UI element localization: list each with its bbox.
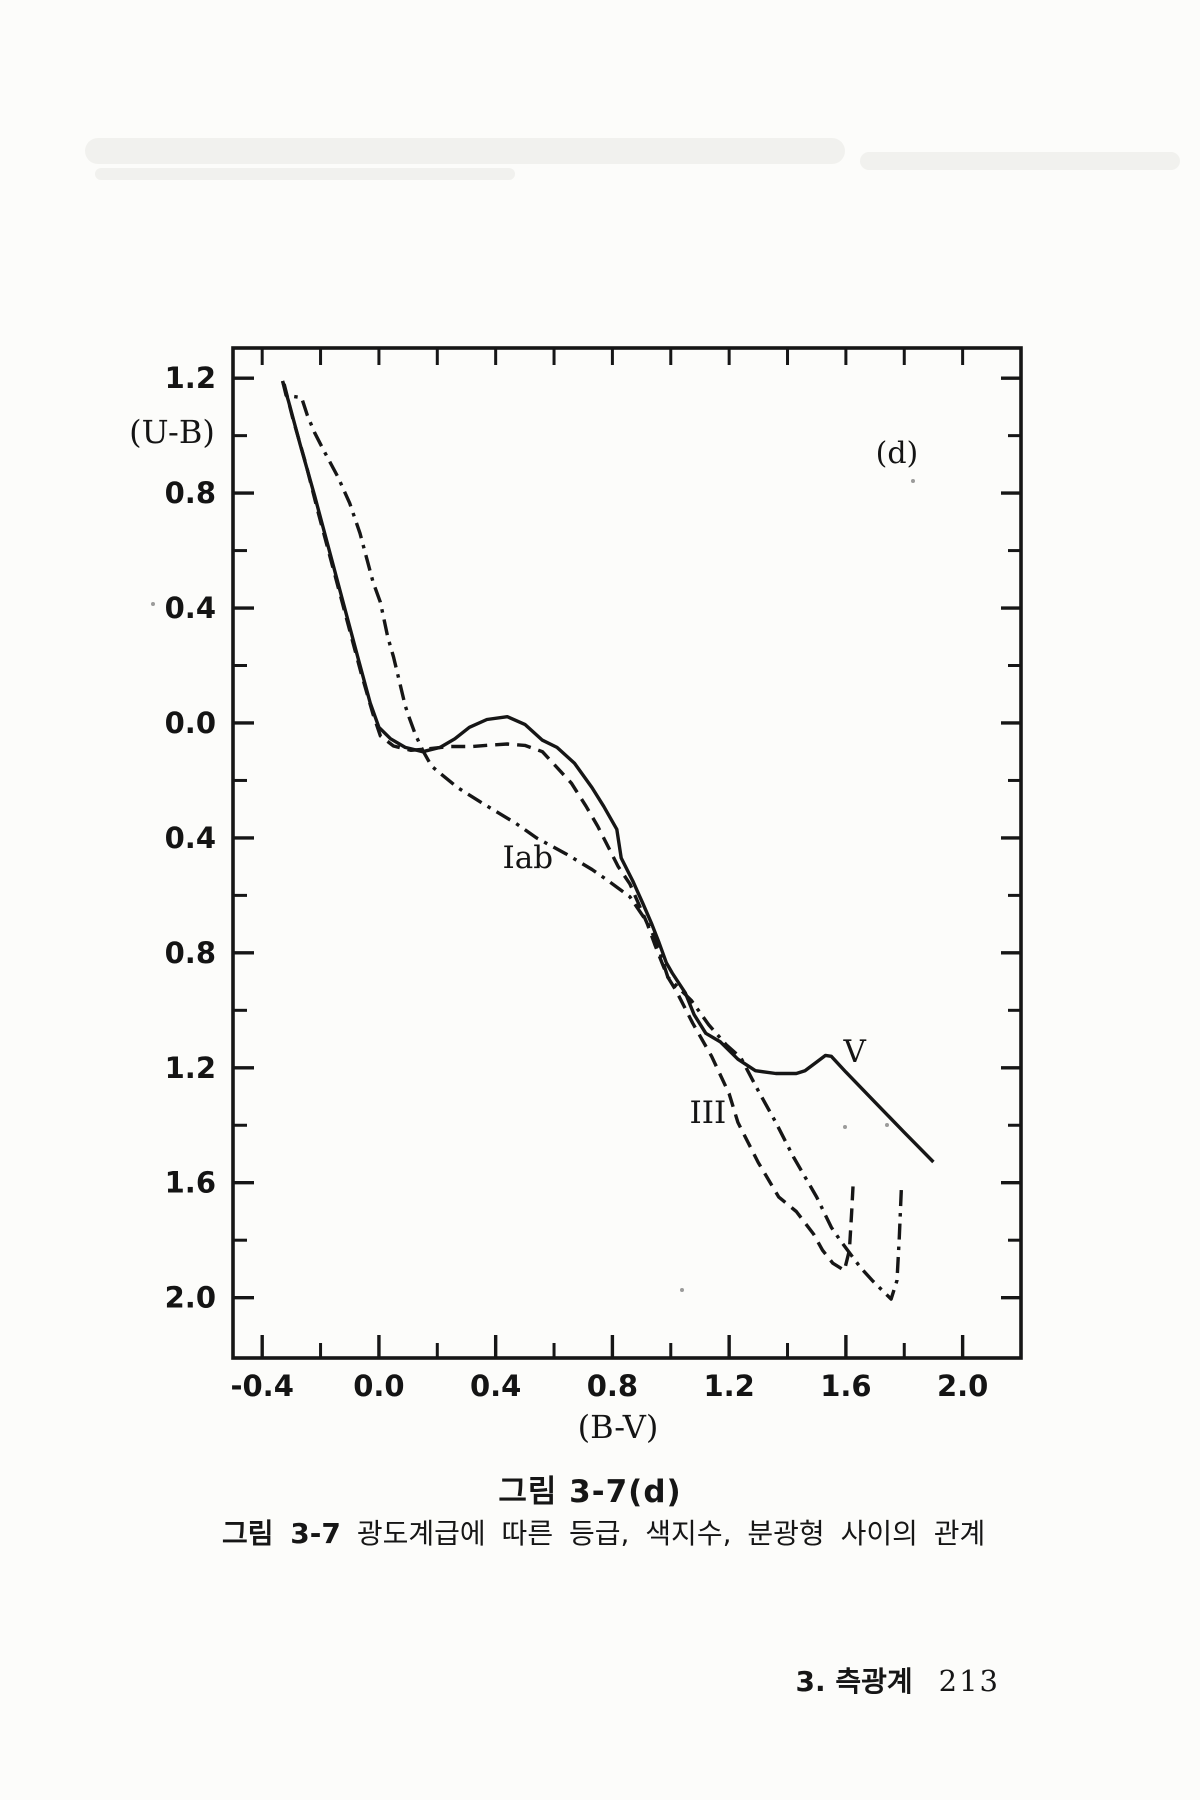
- figure-caption-number: 그림 3-7: [222, 1517, 341, 1550]
- y-axis-tick-label: 2.0: [165, 1281, 216, 1315]
- y-axis-tick-label: 0.8: [165, 476, 216, 510]
- figure-caption-text: 광도계급에 따른 등급, 색지수, 분광형 사이의 관계: [356, 1517, 986, 1550]
- series-III-curve: [282, 383, 855, 1273]
- figure-sublabel: 그림 3-7(d): [498, 1474, 682, 1510]
- series-III-label: III: [689, 1095, 726, 1131]
- x-axis-title: (B-V): [578, 1408, 659, 1446]
- y-axis-tick-label: 0.0: [165, 706, 216, 740]
- y-axis-tick-label: 0.4: [165, 821, 216, 855]
- series-V-curve: [280, 380, 935, 1164]
- scan-smudge: [860, 152, 1180, 170]
- plot-frame: [231, 346, 1023, 1360]
- color-color-diagram: -0.4 0.0 0.4 0.8 1.2 1.6 2.0 1.2 0.8 0.4 0.0 0.4 0.8…: [129, 346, 1023, 1446]
- y-axis-tick-label: 1.6: [165, 1166, 216, 1200]
- y-axis-tick-label: 1.2: [165, 1051, 216, 1085]
- x-axis-tick-label: 2.0: [937, 1369, 988, 1403]
- scan-smudge: [95, 168, 515, 180]
- figure-caption: 그림 3-7 광도계급에 따른 등급, 색지수, 분광형 사이의 관계: [222, 1512, 986, 1552]
- footer-section-title: 3. 측광계: [795, 1665, 913, 1698]
- x-axis-tick-label: 0.8: [587, 1369, 638, 1403]
- series-Iab-curve: [280, 380, 903, 1301]
- panel-letter-label: (d): [876, 436, 919, 471]
- series-Iab-label: Iab: [502, 840, 553, 876]
- y-axis-title: (U-B): [129, 413, 215, 451]
- scan-speck: [911, 479, 915, 483]
- y-axis-tick-label: 0.4: [165, 591, 216, 625]
- scan-speck: [885, 1123, 889, 1127]
- x-axis-tick-label: 1.2: [703, 1369, 754, 1403]
- scan-speck: [151, 602, 155, 606]
- y-axis-tick-label: 1.2: [165, 361, 216, 395]
- scan-speck: [680, 1288, 684, 1292]
- y-axis-tick-label: 0.8: [165, 936, 216, 970]
- x-axis-tick-label: 1.6: [820, 1369, 871, 1403]
- x-axis-tick-label: -0.4: [230, 1369, 293, 1403]
- scan-speck: [843, 1125, 847, 1129]
- scan-smudge: [85, 138, 845, 164]
- page-footer: 3. 측광계 213: [0, 1660, 1000, 1700]
- x-axis-tick-label: 0.0: [353, 1369, 404, 1403]
- series-V-label: V: [842, 1034, 866, 1070]
- footer-page-number: 213: [938, 1664, 1000, 1698]
- x-axis-tick-label: 0.4: [470, 1369, 521, 1403]
